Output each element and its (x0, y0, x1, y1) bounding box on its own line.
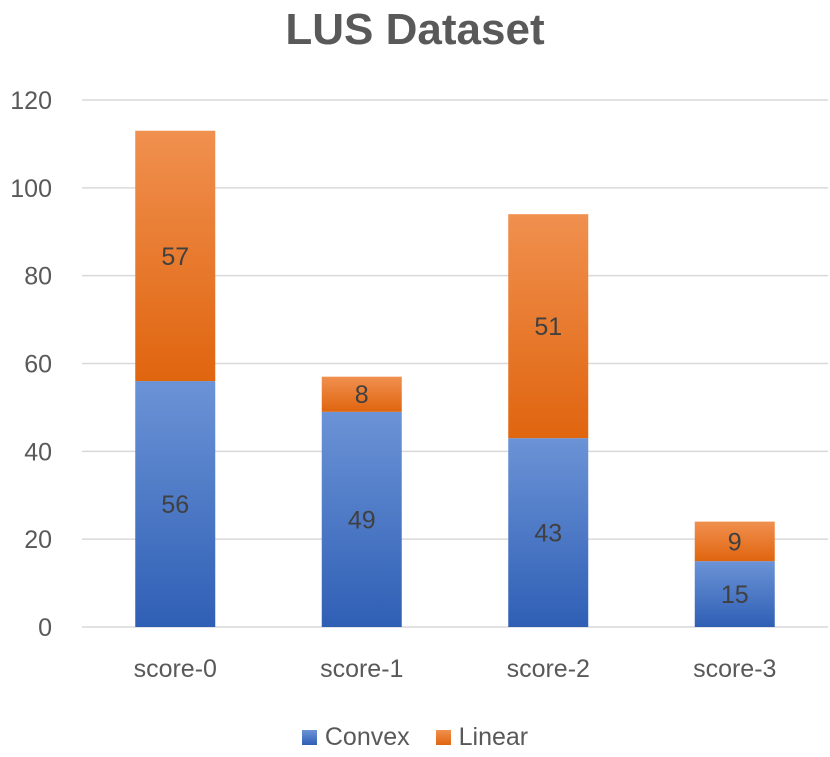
bar-convex-score-1 (321, 411, 402, 627)
bar-convex-score-0 (135, 381, 216, 627)
bar-convex-score-3 (694, 561, 775, 627)
bar-linear-score-3 (694, 521, 775, 562)
y-tick-label: 60 (24, 351, 52, 379)
y-axis-ticks: 0 20 40 60 80 100 120 (10, 87, 52, 642)
bar-convex-score-2 (508, 438, 589, 627)
x-tick-label: score-0 (134, 655, 217, 683)
bars (135, 130, 775, 627)
legend-item-convex: Convex (301, 722, 410, 752)
y-tick-label: 120 (10, 87, 52, 115)
y-tick-label: 40 (24, 438, 52, 466)
data-label-convex-score-0: 56 (161, 491, 189, 519)
data-label-convex-score-3: 15 (721, 581, 749, 609)
y-tick-label: 80 (24, 263, 52, 291)
legend-swatch-linear (435, 729, 451, 745)
legend-label-convex: Convex (324, 722, 410, 751)
legend-label-linear: Linear (458, 722, 529, 751)
x-tick-label: score-2 (507, 655, 590, 683)
data-label-linear-score-0: 57 (161, 243, 189, 271)
x-tick-label: score-3 (693, 655, 776, 683)
legend-swatch-convex (301, 729, 317, 745)
y-tick-label: 100 (10, 175, 52, 203)
data-labels: 56 57 49 8 43 51 15 9 (161, 243, 748, 609)
x-axis-ticks: score-0 score-1 score-2 score-3 (134, 655, 777, 683)
y-tick-label: 0 (38, 614, 52, 642)
y-tick-label: 20 (24, 526, 52, 554)
bar-linear-score-2 (508, 214, 589, 439)
legend-item-linear: Linear (435, 722, 529, 752)
legend: Convex Linear (0, 720, 830, 754)
data-label-linear-score-1: 8 (355, 381, 369, 409)
data-label-linear-score-2: 51 (534, 313, 562, 341)
data-label-convex-score-2: 43 (534, 520, 562, 548)
chart-title: LUS Dataset (285, 5, 545, 54)
x-tick-label: score-1 (320, 655, 403, 683)
data-label-convex-score-1: 49 (348, 506, 376, 534)
bar-linear-score-0 (135, 130, 216, 382)
bar-linear-score-1 (321, 376, 402, 412)
data-label-linear-score-3: 9 (728, 528, 742, 556)
